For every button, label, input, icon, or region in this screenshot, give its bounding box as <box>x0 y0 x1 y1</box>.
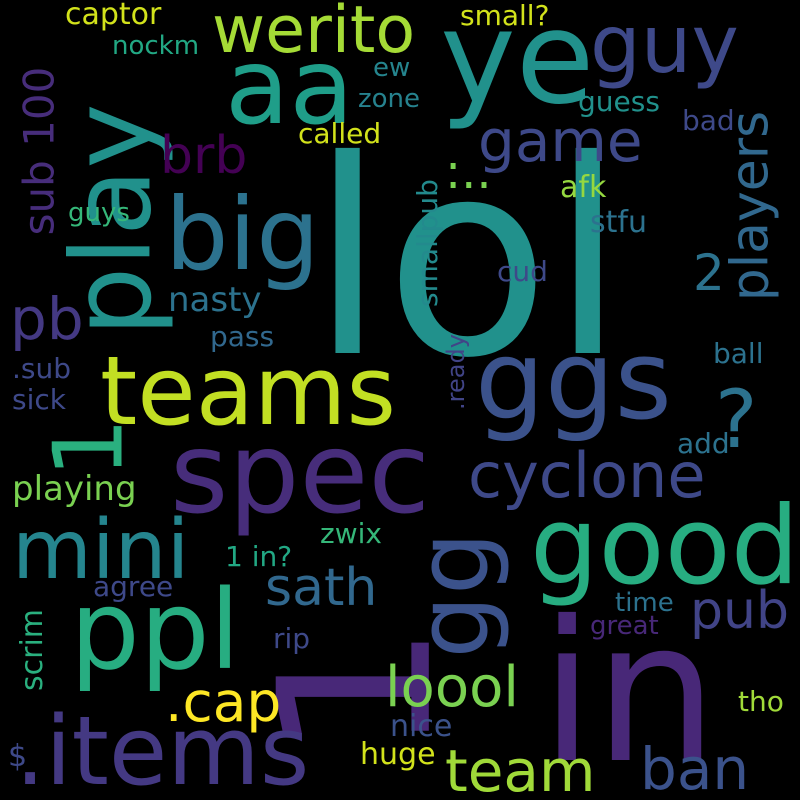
word-pb: pb <box>10 285 84 353</box>
word-huge: huge <box>360 737 436 772</box>
word-spec: spec <box>170 409 430 539</box>
word-ew: ew <box>373 53 411 83</box>
word-guy: guy <box>590 0 739 91</box>
word-afk: afk <box>560 170 607 205</box>
word-zone: zone <box>358 84 421 114</box>
word-called: called <box>298 117 382 150</box>
word-sick: sick <box>12 383 66 416</box>
word-mini: mini <box>12 503 190 598</box>
word-tho: tho <box>738 685 784 718</box>
word-scrim: scrim <box>15 608 51 692</box>
word-sath: sath <box>265 558 378 618</box>
word-ban: ban <box>640 735 750 800</box>
word-game: game <box>478 107 643 175</box>
word-nockm: nockm <box>112 31 200 61</box>
word-cyclone: cyclone <box>468 439 706 512</box>
word-nasty: nasty <box>168 280 262 320</box>
word-in: in <box>540 579 718 800</box>
question-mark: ? <box>715 373 758 466</box>
word-team: team <box>445 737 596 800</box>
word-guess: guess <box>578 85 660 118</box>
word-nice: nice <box>390 709 453 744</box>
word-cud: cud <box>497 255 548 288</box>
word-ye: ye <box>440 0 595 133</box>
word-stfu: stfu <box>590 205 647 240</box>
word-agree: agree <box>93 570 174 603</box>
word-ball: ball <box>713 337 764 370</box>
word-players: players <box>720 110 781 302</box>
word-aa: aa <box>225 26 354 148</box>
word-1-in: 1 in? <box>225 540 293 573</box>
word-brb: brb <box>160 126 248 186</box>
word-playing: playing <box>12 469 137 509</box>
word-pub: pub <box>690 581 789 641</box>
word-small: small? <box>460 0 550 32</box>
word-gg: gg <box>394 531 512 659</box>
word-rip: rip <box>273 622 311 655</box>
word-sub-100: sub 100 <box>14 66 64 236</box>
word-smallpub: smallpub <box>410 179 444 307</box>
word-zwix: zwix <box>320 517 382 550</box>
word-time: time <box>615 588 674 618</box>
word-big: big <box>165 176 320 293</box>
word-great: great <box>590 611 659 641</box>
word-pass: pass <box>210 320 275 353</box>
word-dollar: $ <box>8 739 28 774</box>
word-ppl: ppl <box>70 566 241 694</box>
word-ggs: ggs <box>475 316 672 444</box>
word-guys: guys <box>68 198 130 228</box>
word-captor: captor <box>65 0 162 32</box>
word-lol: lol <box>310 102 626 417</box>
word-werito: werito <box>212 0 416 68</box>
word-teams: teams <box>100 337 396 447</box>
word-ellipsis: :.. <box>445 144 492 200</box>
word-cap: .cap <box>165 670 282 734</box>
word-ready: .ready <box>441 334 470 410</box>
word-add: add <box>677 427 730 460</box>
word-2: 2 <box>693 244 725 302</box>
word-items: .items <box>15 697 310 800</box>
word-bad: bad <box>682 104 735 137</box>
word-good: good <box>530 484 800 609</box>
word-loool: loool <box>385 655 519 720</box>
word-dot-sub: .sub <box>12 352 72 385</box>
